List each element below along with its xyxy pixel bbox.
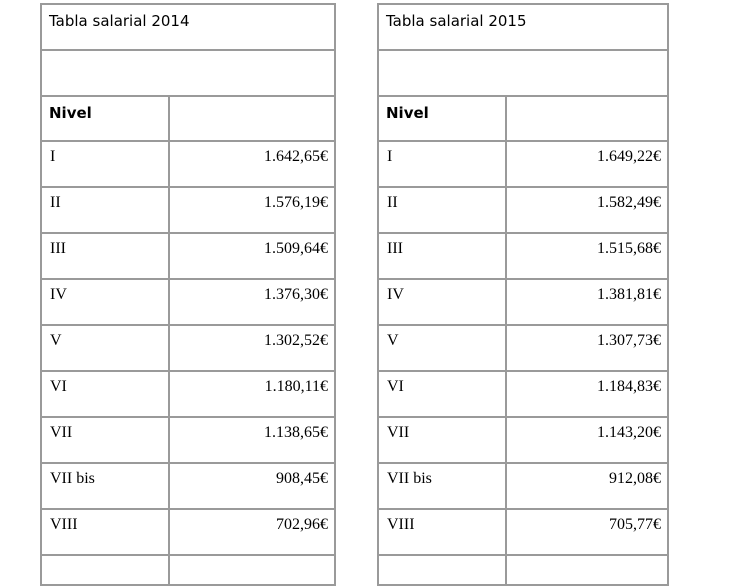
table-row: III 1.515,68€ xyxy=(377,232,669,280)
table-row: I 1.649,22€ xyxy=(377,140,669,188)
table-row: VI 1.184,83€ xyxy=(377,370,669,418)
table-row: II 1.582,49€ xyxy=(377,186,669,234)
table-row: I 1.642,65€ xyxy=(40,140,336,188)
clipped-cell xyxy=(505,554,669,586)
spacer-cell xyxy=(40,49,336,97)
level-cell: II xyxy=(40,186,170,234)
level-cell: VII xyxy=(40,416,170,464)
value-cell: 1.515,68€ xyxy=(505,232,669,280)
table-title: Tabla salarial 2015 xyxy=(377,3,669,51)
value-cell: 1.302,52€ xyxy=(168,324,336,372)
table-row: V 1.302,52€ xyxy=(40,324,336,372)
value-cell: 1.381,81€ xyxy=(505,278,669,326)
spacer-row xyxy=(377,49,669,97)
spacer-cell xyxy=(377,49,669,97)
value-cell: 705,77€ xyxy=(505,508,669,556)
clipped-cell xyxy=(40,554,170,586)
level-cell: IV xyxy=(377,278,507,326)
table-row: III 1.509,64€ xyxy=(40,232,336,280)
table-row: VIII 702,96€ xyxy=(40,508,336,556)
level-cell: V xyxy=(377,324,507,372)
value-cell: 912,08€ xyxy=(505,462,669,510)
level-column-header: Nivel xyxy=(377,95,507,142)
salary-table-2014: Tabla salarial 2014 Nivel I 1.642,65€ II… xyxy=(40,3,336,586)
level-cell: VII bis xyxy=(377,462,507,510)
table-row: VI 1.180,11€ xyxy=(40,370,336,418)
table-row: VIII 705,77€ xyxy=(377,508,669,556)
level-cell: VIII xyxy=(377,508,507,556)
table-row: IV 1.376,30€ xyxy=(40,278,336,326)
value-cell: 1.649,22€ xyxy=(505,140,669,188)
value-cell: 1.642,65€ xyxy=(168,140,336,188)
value-cell: 1.184,83€ xyxy=(505,370,669,418)
value-cell: 1.143,20€ xyxy=(505,416,669,464)
table-title-row: Tabla salarial 2014 xyxy=(40,3,336,51)
clipped-cell xyxy=(168,554,336,586)
table-title: Tabla salarial 2014 xyxy=(40,3,336,51)
level-cell: II xyxy=(377,186,507,234)
level-cell: III xyxy=(40,232,170,280)
spacer-row xyxy=(40,49,336,97)
value-cell: 702,96€ xyxy=(168,508,336,556)
clipped-cell xyxy=(377,554,507,586)
level-column-header: Nivel xyxy=(40,95,170,142)
table-title-row: Tabla salarial 2015 xyxy=(377,3,669,51)
level-cell: VIII xyxy=(40,508,170,556)
value-cell: 1.376,30€ xyxy=(168,278,336,326)
value-cell: 1.509,64€ xyxy=(168,232,336,280)
table-row: VII 1.143,20€ xyxy=(377,416,669,464)
table-row: VII bis 912,08€ xyxy=(377,462,669,510)
value-cell: 1.576,19€ xyxy=(168,186,336,234)
table-row: II 1.576,19€ xyxy=(40,186,336,234)
clipped-bottom-row xyxy=(377,554,669,586)
level-cell: III xyxy=(377,232,507,280)
level-cell: IV xyxy=(40,278,170,326)
value-cell: 1.582,49€ xyxy=(505,186,669,234)
level-cell: VI xyxy=(377,370,507,418)
header-row: Nivel xyxy=(377,95,669,142)
value-cell: 1.180,11€ xyxy=(168,370,336,418)
level-cell: VII bis xyxy=(40,462,170,510)
value-column-header xyxy=(505,95,669,142)
value-cell: 1.307,73€ xyxy=(505,324,669,372)
value-cell: 1.138,65€ xyxy=(168,416,336,464)
table-row: VII 1.138,65€ xyxy=(40,416,336,464)
salary-table-2015: Tabla salarial 2015 Nivel I 1.649,22€ II… xyxy=(377,3,669,586)
level-cell: I xyxy=(40,140,170,188)
value-column-header xyxy=(168,95,336,142)
level-cell: V xyxy=(40,324,170,372)
table-row: IV 1.381,81€ xyxy=(377,278,669,326)
level-cell: VI xyxy=(40,370,170,418)
value-cell: 908,45€ xyxy=(168,462,336,510)
table-row: V 1.307,73€ xyxy=(377,324,669,372)
level-cell: VII xyxy=(377,416,507,464)
header-row: Nivel xyxy=(40,95,336,142)
clipped-bottom-row xyxy=(40,554,336,586)
level-cell: I xyxy=(377,140,507,188)
table-row: VII bis 908,45€ xyxy=(40,462,336,510)
